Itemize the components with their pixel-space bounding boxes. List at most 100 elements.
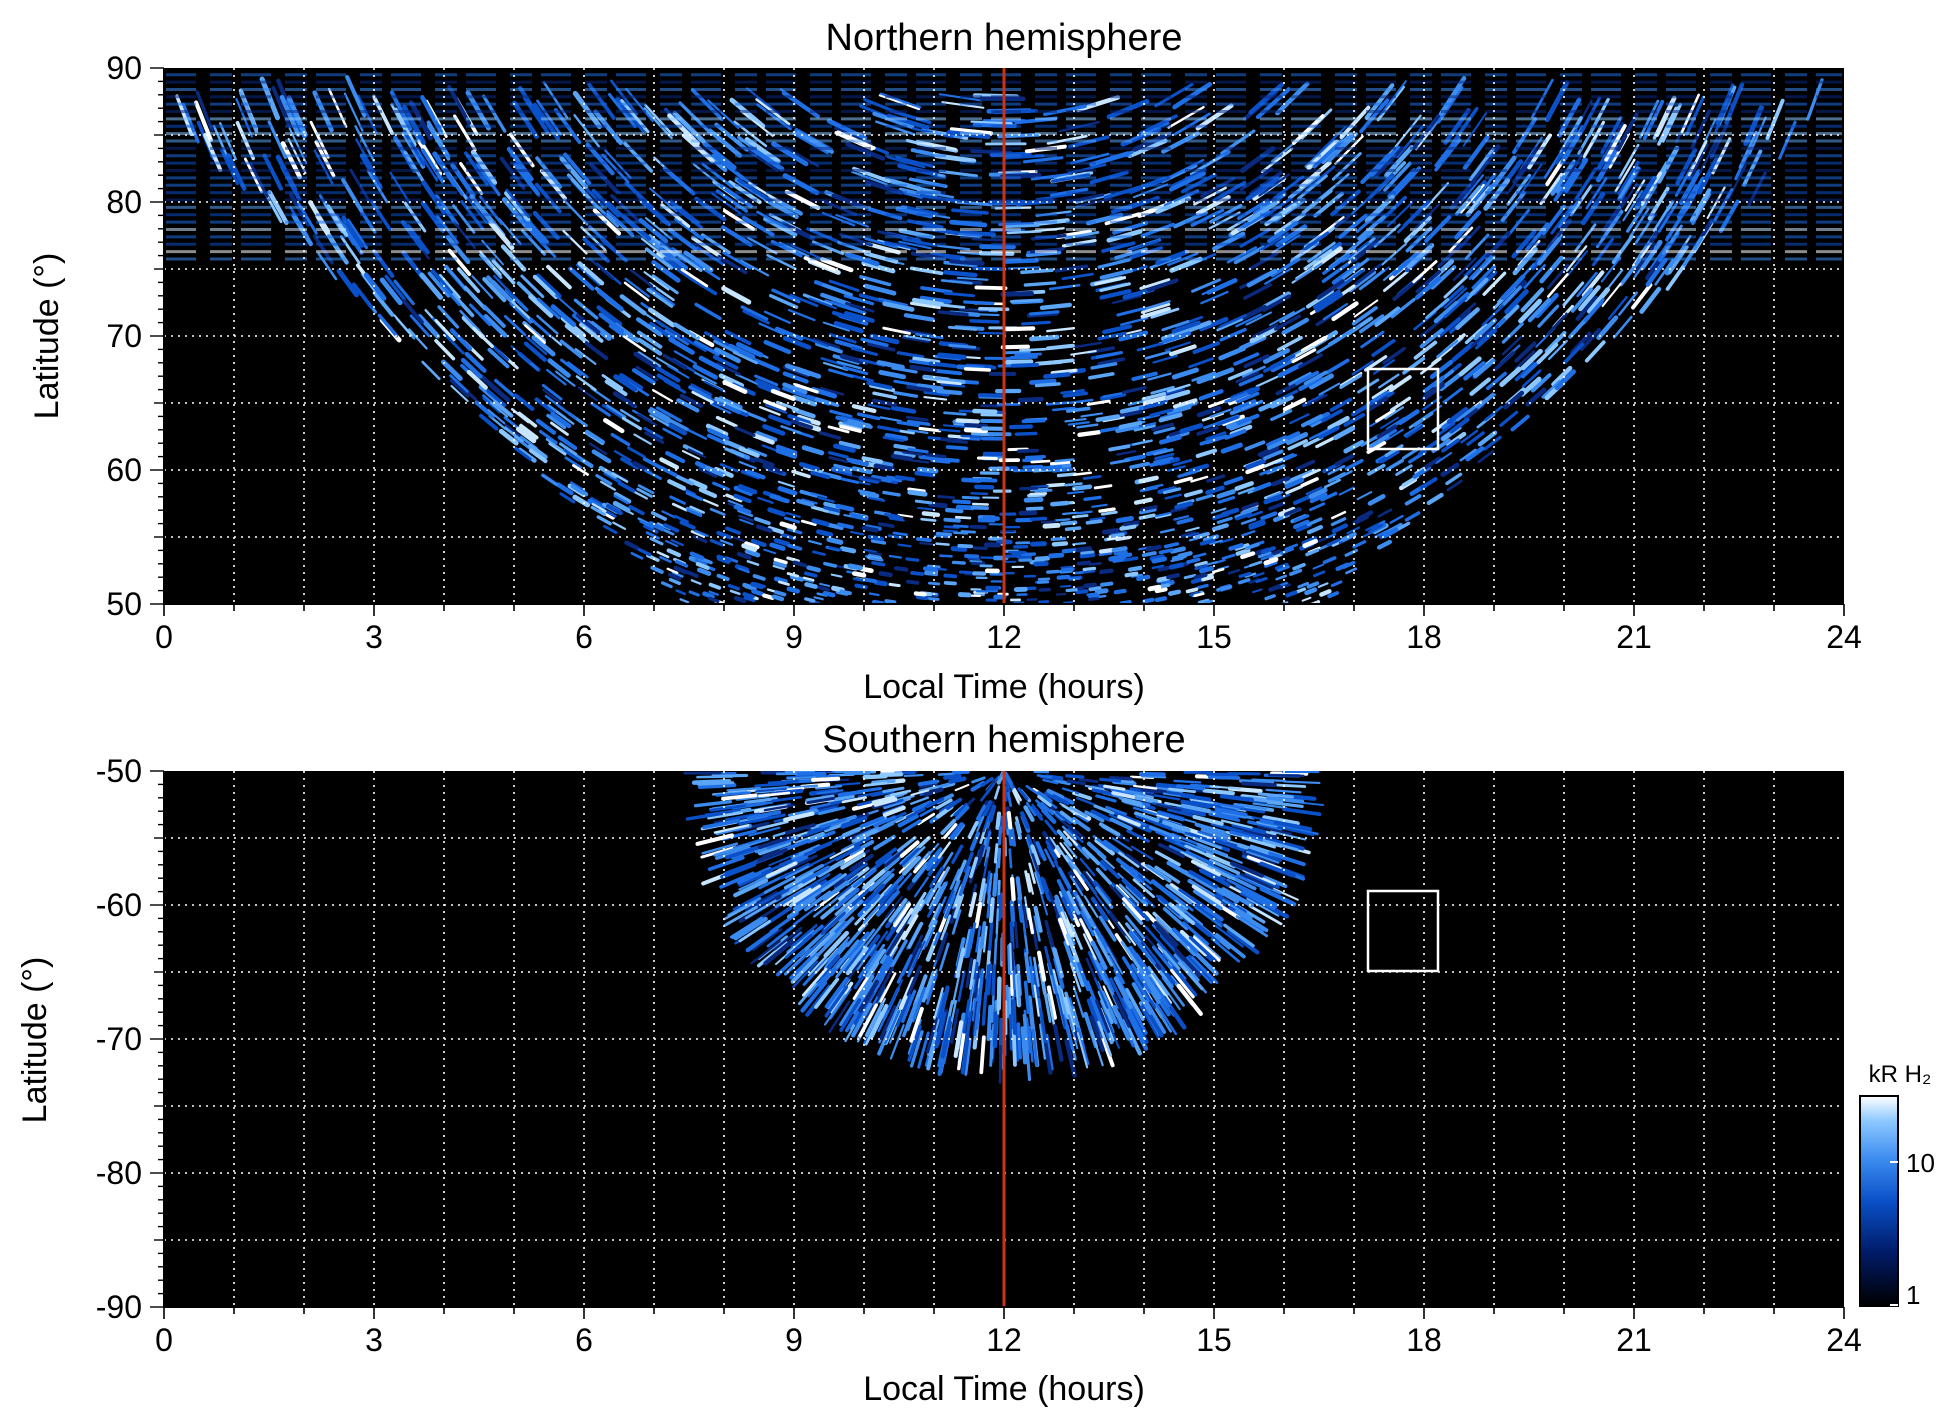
south-emission-streak [1182, 921, 1210, 946]
north-emission-streak [1205, 431, 1227, 441]
north-emission-streak [1458, 356, 1482, 377]
north-emission-streak [946, 439, 968, 444]
north-emission-streak [649, 287, 676, 306]
north-emission-streak [1191, 371, 1216, 382]
south-emission-streak [839, 998, 862, 1032]
south-emission-streak [1140, 786, 1168, 795]
north-emission-streak [1109, 458, 1131, 465]
north-emission-streak [1441, 438, 1461, 453]
north-emission-streak [1452, 257, 1477, 282]
north-emission-streak [810, 505, 829, 513]
south-emission-streak [713, 824, 750, 834]
south-emission-streak [910, 789, 930, 796]
north-emission-streak [828, 456, 849, 464]
north-emission-streak [1329, 397, 1353, 412]
south-emission-streak [1154, 865, 1181, 884]
north-emission-streak [738, 518, 754, 526]
south-emission-streak [704, 808, 741, 817]
north-emission-streak [1245, 463, 1266, 475]
north-emission-streak [845, 142, 886, 161]
north-emission-streak [865, 206, 903, 221]
north-emission-streak [971, 238, 1007, 242]
north-emission-streak [649, 537, 664, 546]
north-emission-streak [1235, 548, 1251, 556]
north-emission-streak [814, 397, 840, 408]
south-emission-streak [1259, 886, 1297, 907]
north-emission-streak [1219, 327, 1247, 342]
north-emission-streak [1499, 410, 1519, 427]
north-emission-streak [774, 590, 787, 597]
north-emission-streak [734, 426, 756, 437]
north-emission-streak [686, 508, 703, 518]
north-emission-streak [1374, 306, 1401, 327]
north-emission-streak [1164, 493, 1182, 500]
south-emission-streak [736, 866, 772, 885]
north-emission-streak [564, 456, 583, 469]
south-emission-streak [1097, 990, 1114, 1025]
north-emission-streak [1284, 507, 1301, 517]
north-emission-streak [1501, 322, 1524, 344]
north-emission-streak [893, 390, 919, 398]
north-emission-streak [555, 482, 574, 496]
south-emission-streak [786, 776, 816, 780]
north-emission-streak [828, 368, 854, 378]
south-emission-streak [1246, 897, 1280, 917]
north-emission-streak [1389, 514, 1404, 524]
north-emission-streak [1446, 479, 1463, 492]
north-emission-streak [755, 378, 781, 392]
north-emission-streak [1544, 330, 1567, 354]
north-emission-streak [1112, 221, 1148, 235]
north-emission-streak [1436, 339, 1459, 359]
south-emission-streak [1194, 822, 1226, 835]
north-emission-streak [838, 440, 861, 450]
north-emission-streak [1724, 82, 1745, 125]
north-emission-streak [1504, 289, 1529, 315]
north-emission-streak [640, 237, 669, 260]
north-emission-streak [1321, 409, 1343, 423]
north-emission-streak [580, 226, 607, 251]
north-emission-streak [372, 249, 395, 278]
north-emission-streak [1100, 510, 1118, 516]
north-emission-streak [631, 368, 656, 385]
north-emission-streak [1562, 281, 1585, 307]
south-emission-streak [881, 855, 902, 874]
north-emission-streak [1333, 425, 1356, 441]
south-emission-streak [793, 889, 823, 911]
north-emission-streak [1190, 475, 1209, 483]
north-emission-streak [1050, 536, 1067, 542]
north-emission-streak [605, 504, 623, 516]
north-emission-streak [605, 404, 627, 419]
south-emission-streak [889, 930, 906, 957]
north-emission-streak [644, 431, 665, 444]
north-emission-streak [1274, 493, 1291, 502]
north-emission-streak [755, 524, 773, 533]
south-emission-streak [926, 1017, 938, 1054]
north-emission-streak [550, 411, 572, 429]
north-emission-streak [740, 305, 769, 321]
south-emission-streak [715, 791, 752, 797]
south-emission-streak [713, 843, 750, 857]
north-emission-streak [1149, 459, 1170, 468]
north-emission-streak [1330, 580, 1343, 588]
north-emission-streak [856, 412, 881, 421]
north-emission-streak [906, 579, 920, 585]
south-emission-streak [824, 976, 849, 1009]
north-emission-streak [714, 347, 741, 364]
north-emission-streak [736, 551, 752, 560]
south-emission-streak [1168, 902, 1196, 926]
north-emission-streak [1238, 571, 1252, 579]
north-emission-streak [1118, 420, 1143, 430]
north-emission-streak [596, 515, 612, 526]
north-emission-streak [1459, 448, 1477, 462]
north-emission-streak [487, 347, 510, 369]
north-emission-streak [1440, 462, 1460, 478]
north-emission-streak [1173, 476, 1193, 485]
north-emission-streak [524, 324, 546, 344]
north-emission-streak [1299, 160, 1332, 189]
north-emission-streak [1124, 571, 1139, 578]
north-emission-streak [591, 449, 612, 464]
south-emission-streak [951, 909, 962, 935]
south-emission-streak [1262, 815, 1300, 826]
north-emission-streak [1240, 517, 1257, 525]
south-emission-streak [903, 774, 924, 778]
